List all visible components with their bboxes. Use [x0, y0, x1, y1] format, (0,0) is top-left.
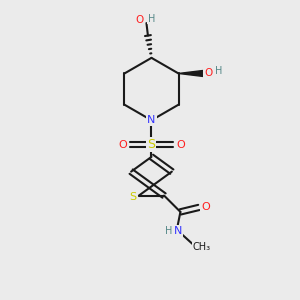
Text: O: O	[201, 202, 210, 212]
Text: O: O	[176, 140, 185, 150]
Text: H: H	[148, 14, 155, 24]
Text: S: S	[129, 192, 136, 202]
Text: O: O	[204, 68, 212, 78]
Text: O: O	[136, 14, 144, 25]
Text: H: H	[165, 226, 172, 236]
Text: CH₃: CH₃	[193, 242, 211, 252]
Polygon shape	[178, 70, 203, 76]
Text: S: S	[148, 138, 155, 151]
Text: H: H	[215, 66, 222, 76]
Text: O: O	[118, 140, 127, 150]
Text: N: N	[147, 115, 156, 125]
Text: N: N	[174, 226, 182, 236]
